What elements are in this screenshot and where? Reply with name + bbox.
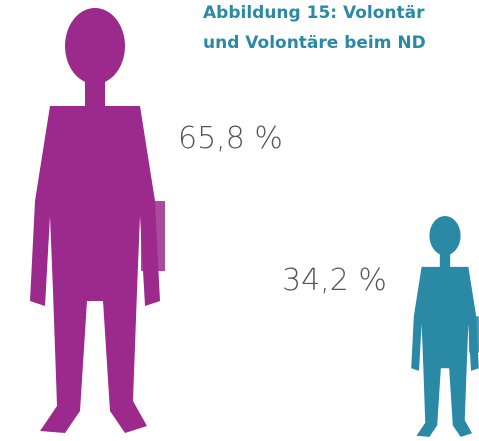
head [429,215,461,256]
book [468,316,479,353]
value-label: 65,8 % [178,121,283,156]
book [141,201,165,271]
person-figure [30,8,165,433]
chart-title: und Volontäre beim ND [203,33,426,53]
body [30,106,160,433]
head [65,8,125,84]
neck [85,76,105,111]
chart-title: Abbildung 15: Volontär [203,3,425,23]
value-label: 34,2 % [282,263,387,298]
person-figure [411,215,479,437]
neck [439,251,451,270]
body [411,266,479,437]
